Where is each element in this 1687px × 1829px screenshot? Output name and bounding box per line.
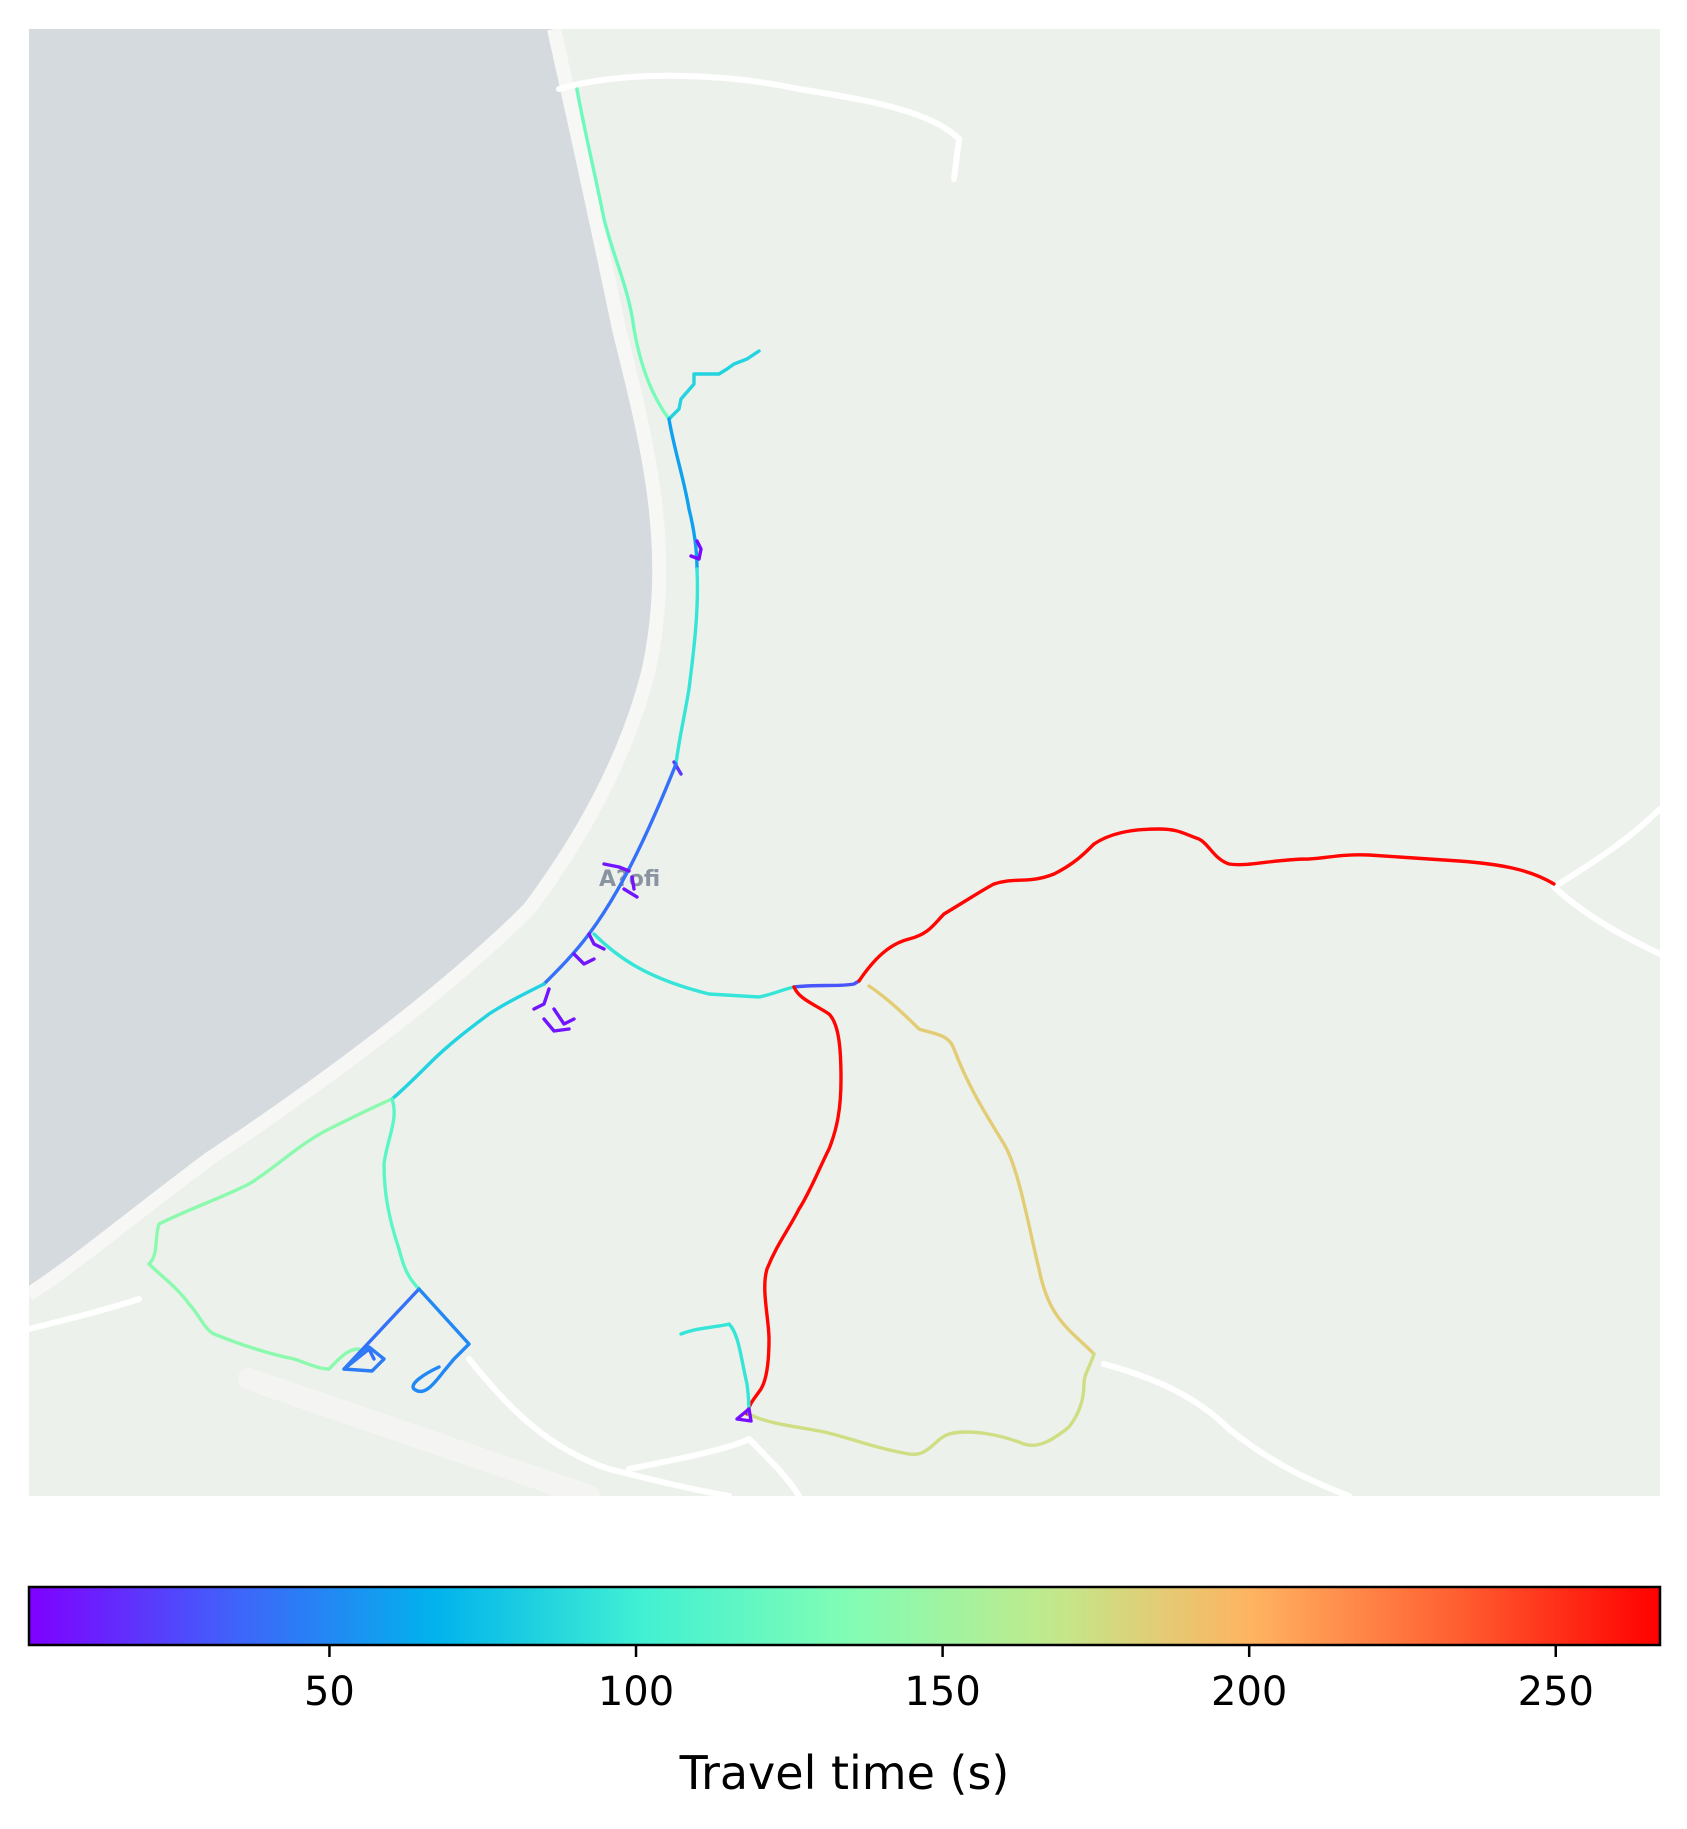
- background-road: [746, 1436, 802, 1496]
- road-segment-village-main: [542, 762, 678, 986]
- colorbar-label: Travel time (s): [679, 1746, 1010, 1800]
- road-segment-north-stub: [689, 539, 703, 561]
- colorbar-tick-label: 50: [304, 1669, 355, 1715]
- background-road: [466, 1356, 732, 1496]
- road-segment-far-east-road: [857, 827, 1556, 983]
- colorbar-tick-label: 250: [1518, 1669, 1594, 1715]
- road-segment-southwest-spur-b: [342, 1345, 386, 1373]
- colorbar-tick-label: 100: [598, 1669, 674, 1715]
- road-segment-north-coast-road-lower: [632, 327, 671, 421]
- colorbar-ticks: 50 100 150 200 250: [304, 1645, 1594, 1715]
- background-road: [626, 1436, 752, 1472]
- sea-area: [29, 29, 660, 1294]
- road-segment-south-road: [749, 1352, 1096, 1456]
- road-segment-coast-road-mid: [667, 417, 699, 571]
- colorbar-gradient: [27, 1585, 1662, 1647]
- background-roads: [29, 72, 1660, 1496]
- road-segment-southwest-loop: [411, 1287, 471, 1394]
- airstrip: [238, 1368, 600, 1496]
- colorbar-tick-label: 200: [1211, 1669, 1287, 1715]
- road-segment-east-branch-to-junction: [592, 932, 796, 999]
- road-segment-south-central-road: [745, 985, 843, 1416]
- background-road: [1551, 806, 1660, 890]
- road-segment-north-coast-road-upper: [575, 87, 636, 331]
- road-segment-southeast-road: [867, 984, 1096, 1356]
- colorbar: 50 100 150 200 250 Travel time (s): [27, 1585, 1662, 1800]
- road-network: [147, 87, 1556, 1456]
- coastline: [29, 29, 667, 1300]
- map-panel: A?ofi: [29, 29, 1660, 1496]
- background-road: [1101, 1361, 1352, 1496]
- colorbar-tick-label: 150: [904, 1669, 980, 1715]
- road-segment-junction-link: [792, 979, 861, 989]
- background-road: [556, 72, 963, 182]
- road-segment-north-spur-east: [667, 349, 761, 421]
- road-segment-south-stub: [679, 1322, 751, 1416]
- road-segment-village-cluster: [532, 862, 639, 1033]
- road-segment-west-inland-road: [382, 1097, 421, 1291]
- road-segment-west-coast-road: [147, 1097, 394, 1371]
- road-segment-south-junction-stub: [735, 1407, 753, 1423]
- road-segment-coast-road-south: [674, 567, 700, 766]
- background-road: [29, 1296, 142, 1332]
- map-canvas[interactable]: A?ofi: [29, 29, 1660, 1496]
- background-road: [1551, 884, 1660, 957]
- road-segment-west-coast-road-north: [390, 982, 546, 1101]
